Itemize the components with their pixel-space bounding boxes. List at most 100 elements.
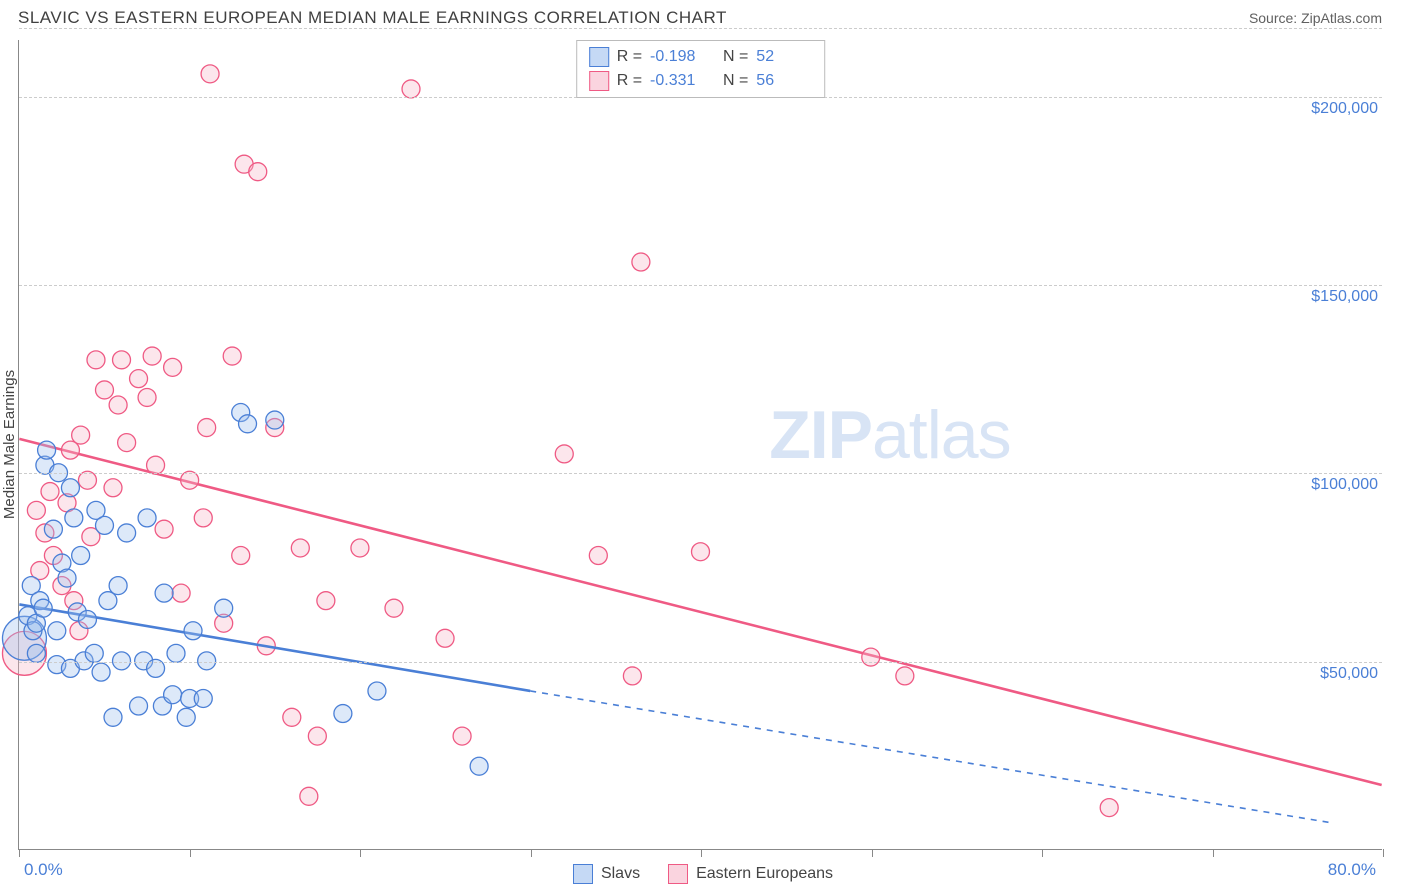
data-point-slavs: [334, 705, 352, 723]
data-point-eastern: [27, 501, 45, 519]
data-point-slavs: [118, 524, 136, 542]
data-point-eastern: [249, 163, 267, 181]
y-tick-label: $200,000: [1311, 100, 1378, 118]
y-tick-label: $150,000: [1311, 288, 1378, 306]
data-point-slavs: [194, 689, 212, 707]
data-point-slavs: [65, 509, 83, 527]
data-point-eastern: [143, 347, 161, 365]
legend-n-label: N =: [714, 48, 748, 66]
x-tick: [872, 849, 873, 857]
data-point-eastern: [223, 347, 241, 365]
chart-source: Source: ZipAtlas.com: [1249, 10, 1382, 26]
data-point-eastern: [95, 381, 113, 399]
data-point-eastern: [283, 708, 301, 726]
data-point-slavs: [167, 644, 185, 662]
legend-label: Eastern Europeans: [696, 865, 833, 883]
data-point-eastern: [109, 396, 127, 414]
data-point-eastern: [632, 253, 650, 271]
data-point-eastern: [130, 370, 148, 388]
gridline: [19, 285, 1382, 286]
data-point-eastern: [198, 419, 216, 437]
data-point-eastern: [138, 388, 156, 406]
legend-bottom: Slavs Eastern Europeans: [0, 864, 1406, 884]
data-point-eastern: [589, 547, 607, 565]
chart-header: SLAVIC VS EASTERN EUROPEAN MEDIAN MALE E…: [0, 0, 1406, 36]
data-point-slavs: [34, 599, 52, 617]
legend-n-label: N =: [714, 72, 748, 90]
x-tick: [1383, 849, 1384, 857]
data-point-eastern: [453, 727, 471, 745]
data-point-slavs: [58, 569, 76, 587]
data-point-slavs: [177, 708, 195, 726]
plot-area: Median Male Earnings $50,000$100,000$150…: [18, 40, 1382, 850]
legend-label: Slavs: [601, 865, 640, 883]
data-point-eastern: [436, 629, 454, 647]
data-point-slavs: [95, 516, 113, 534]
data-point-slavs: [470, 757, 488, 775]
data-point-eastern: [317, 592, 335, 610]
data-point-slavs: [85, 644, 103, 662]
x-tick: [1042, 849, 1043, 857]
data-point-slavs: [38, 441, 56, 459]
data-point-eastern: [300, 787, 318, 805]
x-tick: [1213, 849, 1214, 857]
legend-swatch: [589, 71, 609, 91]
data-point-eastern: [351, 539, 369, 557]
legend-stats-row: R = -0.331 N = 56: [589, 69, 813, 93]
data-point-eastern: [232, 547, 250, 565]
data-point-slavs: [72, 547, 90, 565]
data-point-eastern: [147, 456, 165, 474]
data-point-eastern: [402, 80, 420, 98]
data-point-eastern: [201, 65, 219, 83]
legend-r-value: -0.331: [650, 72, 706, 90]
data-point-slavs: [130, 697, 148, 715]
gridline: [19, 662, 1382, 663]
data-point-eastern: [385, 599, 403, 617]
data-point-slavs: [104, 708, 122, 726]
legend-stats: R = -0.198 N = 52 R = -0.331 N = 56: [576, 40, 826, 98]
y-axis-label-wrap: Median Male Earnings: [1, 40, 19, 849]
data-point-slavs: [184, 622, 202, 640]
gridline: [19, 473, 1382, 474]
x-tick: [19, 849, 20, 857]
legend-n-value: 52: [756, 48, 812, 66]
legend-stats-row: R = -0.198 N = 52: [589, 45, 813, 69]
data-point-eastern: [291, 539, 309, 557]
data-point-slavs: [164, 686, 182, 704]
legend-item: Eastern Europeans: [668, 864, 833, 884]
legend-r-label: R =: [617, 72, 642, 90]
data-point-slavs: [368, 682, 386, 700]
x-tick: [360, 849, 361, 857]
data-point-eastern: [1100, 799, 1118, 817]
data-point-slavs: [78, 610, 96, 628]
data-point-eastern: [72, 426, 90, 444]
data-point-slavs: [239, 415, 257, 433]
y-axis-label: Median Male Earnings: [2, 370, 19, 519]
legend-item: Slavs: [573, 864, 640, 884]
legend-swatch: [668, 864, 688, 884]
scatter-svg: [19, 40, 1382, 849]
data-point-eastern: [555, 445, 573, 463]
legend-swatch: [573, 864, 593, 884]
data-point-eastern: [118, 434, 136, 452]
legend-swatch: [589, 47, 609, 67]
data-point-eastern: [692, 543, 710, 561]
data-point-eastern: [896, 667, 914, 685]
chart-title: SLAVIC VS EASTERN EUROPEAN MEDIAN MALE E…: [18, 8, 727, 28]
data-point-eastern: [113, 351, 131, 369]
data-point-slavs: [215, 599, 233, 617]
data-point-slavs: [48, 622, 66, 640]
data-point-slavs: [155, 584, 173, 602]
x-tick: [190, 849, 191, 857]
legend-r-label: R =: [617, 48, 642, 66]
trend-line-dash-slavs: [530, 691, 1330, 823]
x-tick: [701, 849, 702, 857]
data-point-slavs: [138, 509, 156, 527]
data-point-eastern: [172, 584, 190, 602]
data-point-eastern: [155, 520, 173, 538]
data-point-eastern: [104, 479, 122, 497]
data-point-eastern: [41, 483, 59, 501]
data-point-slavs: [61, 479, 79, 497]
legend-r-value: -0.198: [650, 48, 706, 66]
legend-n-value: 56: [756, 72, 812, 90]
